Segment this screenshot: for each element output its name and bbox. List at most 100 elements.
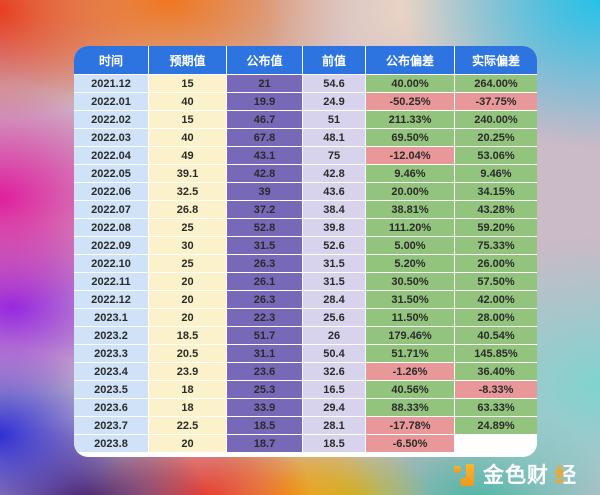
header-row: 时间 预期值 公布值 前值 公布偏差 实际偏差	[74, 46, 537, 74]
cell-expected-value: 23.9	[149, 362, 227, 380]
column-header-published-deviation: 公布偏差	[366, 46, 455, 74]
table-row: 2022.12 20 26.3 28.4 31.50% 42.00%	[74, 290, 537, 308]
cell-expected-value: 18	[149, 398, 227, 416]
cell-previous-value: 24.9	[303, 92, 366, 110]
cell-previous-value: 31.5	[303, 254, 366, 272]
cell-published-value: 51.7	[227, 326, 303, 344]
cell-previous-value: 16.5	[303, 380, 366, 398]
cell-previous-value: 29.4	[303, 398, 366, 416]
cell-time: 2023.2	[74, 326, 149, 344]
column-header-expected-value: 预期值	[149, 46, 227, 74]
cell-published-deviation: 30.50%	[366, 272, 455, 290]
cell-published-deviation: 88.33%	[366, 398, 455, 416]
cell-published-deviation: 11.50%	[366, 308, 455, 326]
table-row: 2022.11 20 26.1 31.5 30.50% 57.50%	[74, 272, 537, 290]
cell-actual-deviation: 28.00%	[455, 308, 537, 326]
cell-actual-deviation: 24.89%	[455, 416, 537, 434]
cell-time: 2022.09	[74, 236, 149, 254]
cell-expected-value: 20.5	[149, 344, 227, 362]
cell-published-deviation: -1.26%	[366, 362, 455, 380]
deviation-table: 时间 预期值 公布值 前值 公布偏差 实际偏差 2021.12 15 21 54.6 40.00%…	[74, 46, 537, 452]
cell-published-value: 37.2	[227, 200, 303, 218]
cell-published-value: 18.5	[227, 416, 303, 434]
cell-published-deviation: 9.46%	[366, 164, 455, 182]
cell-published-value: 26.3	[227, 254, 303, 272]
cell-expected-value: 20	[149, 272, 227, 290]
cell-published-deviation: 69.50%	[366, 128, 455, 146]
cell-previous-value: 26	[303, 326, 366, 344]
table-row: 2022.03 40 67.8 48.1 69.50% 20.25%	[74, 128, 537, 146]
column-header-published-value: 公布值	[227, 46, 303, 74]
cell-actual-deviation: 59.20%	[455, 218, 537, 236]
table-row: 2022.01 40 19.9 24.9 -50.25% -37.75%	[74, 92, 537, 110]
cell-previous-value: 38.4	[303, 200, 366, 218]
cell-previous-value: 39.8	[303, 218, 366, 236]
cell-published-value: 26.1	[227, 272, 303, 290]
column-header-actual-deviation: 实际偏差	[455, 46, 537, 74]
cell-published-value: 19.9	[227, 92, 303, 110]
cell-previous-value: 31.5	[303, 272, 366, 290]
cell-expected-value: 25	[149, 218, 227, 236]
cell-published-deviation: -12.04%	[366, 146, 455, 164]
cell-expected-value: 40	[149, 128, 227, 146]
cell-previous-value: 32.6	[303, 362, 366, 380]
cell-actual-deviation: 240.00%	[455, 110, 537, 128]
table-body: 2021.12 15 21 54.6 40.00% 264.00% 2022.01 40 19.…	[74, 74, 537, 452]
cell-actual-deviation: 9.46%	[455, 164, 537, 182]
cell-actual-deviation: 42.00%	[455, 290, 537, 308]
cell-time: 2022.11	[74, 272, 149, 290]
cell-time: 2022.10	[74, 254, 149, 272]
cell-time: 2023.3	[74, 344, 149, 362]
cell-previous-value: 43.6	[303, 182, 366, 200]
cell-published-value: 42.8	[227, 164, 303, 182]
cell-expected-value: 40	[149, 92, 227, 110]
jinse-icon	[454, 464, 474, 486]
table-row: 2022.05 39.1 42.8 42.8 9.46% 9.46%	[74, 164, 537, 182]
cell-published-deviation: 31.50%	[366, 290, 455, 308]
cell-published-value: 31.1	[227, 344, 303, 362]
cell-previous-value: 28.1	[303, 416, 366, 434]
cell-published-deviation: 5.00%	[366, 236, 455, 254]
brand-text-accent: 经	[555, 463, 577, 487]
cell-time: 2023.5	[74, 380, 149, 398]
cell-actual-deviation: 40.54%	[455, 326, 537, 344]
cell-previous-value: 51	[303, 110, 366, 128]
cell-expected-value: 30	[149, 236, 227, 254]
cell-published-deviation: -17.78%	[366, 416, 455, 434]
cell-published-value: 21	[227, 74, 303, 92]
cell-time: 2023.4	[74, 362, 149, 380]
cell-previous-value: 54.6	[303, 74, 366, 92]
cell-time: 2022.04	[74, 146, 149, 164]
cell-published-deviation: 38.81%	[366, 200, 455, 218]
table-row: 2023.1 20 22.3 25.6 11.50% 28.00%	[74, 308, 537, 326]
cell-published-value: 26.3	[227, 290, 303, 308]
brand-text-main: 金色财	[483, 463, 549, 487]
jinse-logo: 金色财 经	[453, 463, 577, 487]
cell-expected-value: 39.1	[149, 164, 227, 182]
cell-previous-value: 48.1	[303, 128, 366, 146]
cell-time: 2022.07	[74, 200, 149, 218]
cell-published-value: 33.9	[227, 398, 303, 416]
cell-published-value: 67.8	[227, 128, 303, 146]
cell-published-deviation: 51.71%	[366, 344, 455, 362]
cell-actual-deviation: 43.28%	[455, 200, 537, 218]
cell-previous-value: 28.4	[303, 290, 366, 308]
cell-published-value: 18.7	[227, 434, 303, 452]
table-row: 2021.12 15 21 54.6 40.00% 264.00%	[74, 74, 537, 92]
cell-published-deviation: -50.25%	[366, 92, 455, 110]
cell-actual-deviation: 20.25%	[455, 128, 537, 146]
cell-time: 2022.05	[74, 164, 149, 182]
cell-expected-value: 25	[149, 254, 227, 272]
table-row: 2023.6 18 33.9 29.4 88.33% 63.33%	[74, 398, 537, 416]
cell-time: 2022.03	[74, 128, 149, 146]
cell-time: 2022.08	[74, 218, 149, 236]
cell-actual-deviation: 34.15%	[455, 182, 537, 200]
table-row: 2023.3 20.5 31.1 50.4 51.71% 145.85%	[74, 344, 537, 362]
cell-expected-value: 15	[149, 110, 227, 128]
cell-actual-deviation	[455, 434, 537, 452]
cell-expected-value: 18	[149, 380, 227, 398]
cell-time: 2023.7	[74, 416, 149, 434]
cell-previous-value: 50.4	[303, 344, 366, 362]
cell-actual-deviation: -8.33%	[455, 380, 537, 398]
table-row: 2023.2 18.5 51.7 26 179.46% 40.54%	[74, 326, 537, 344]
